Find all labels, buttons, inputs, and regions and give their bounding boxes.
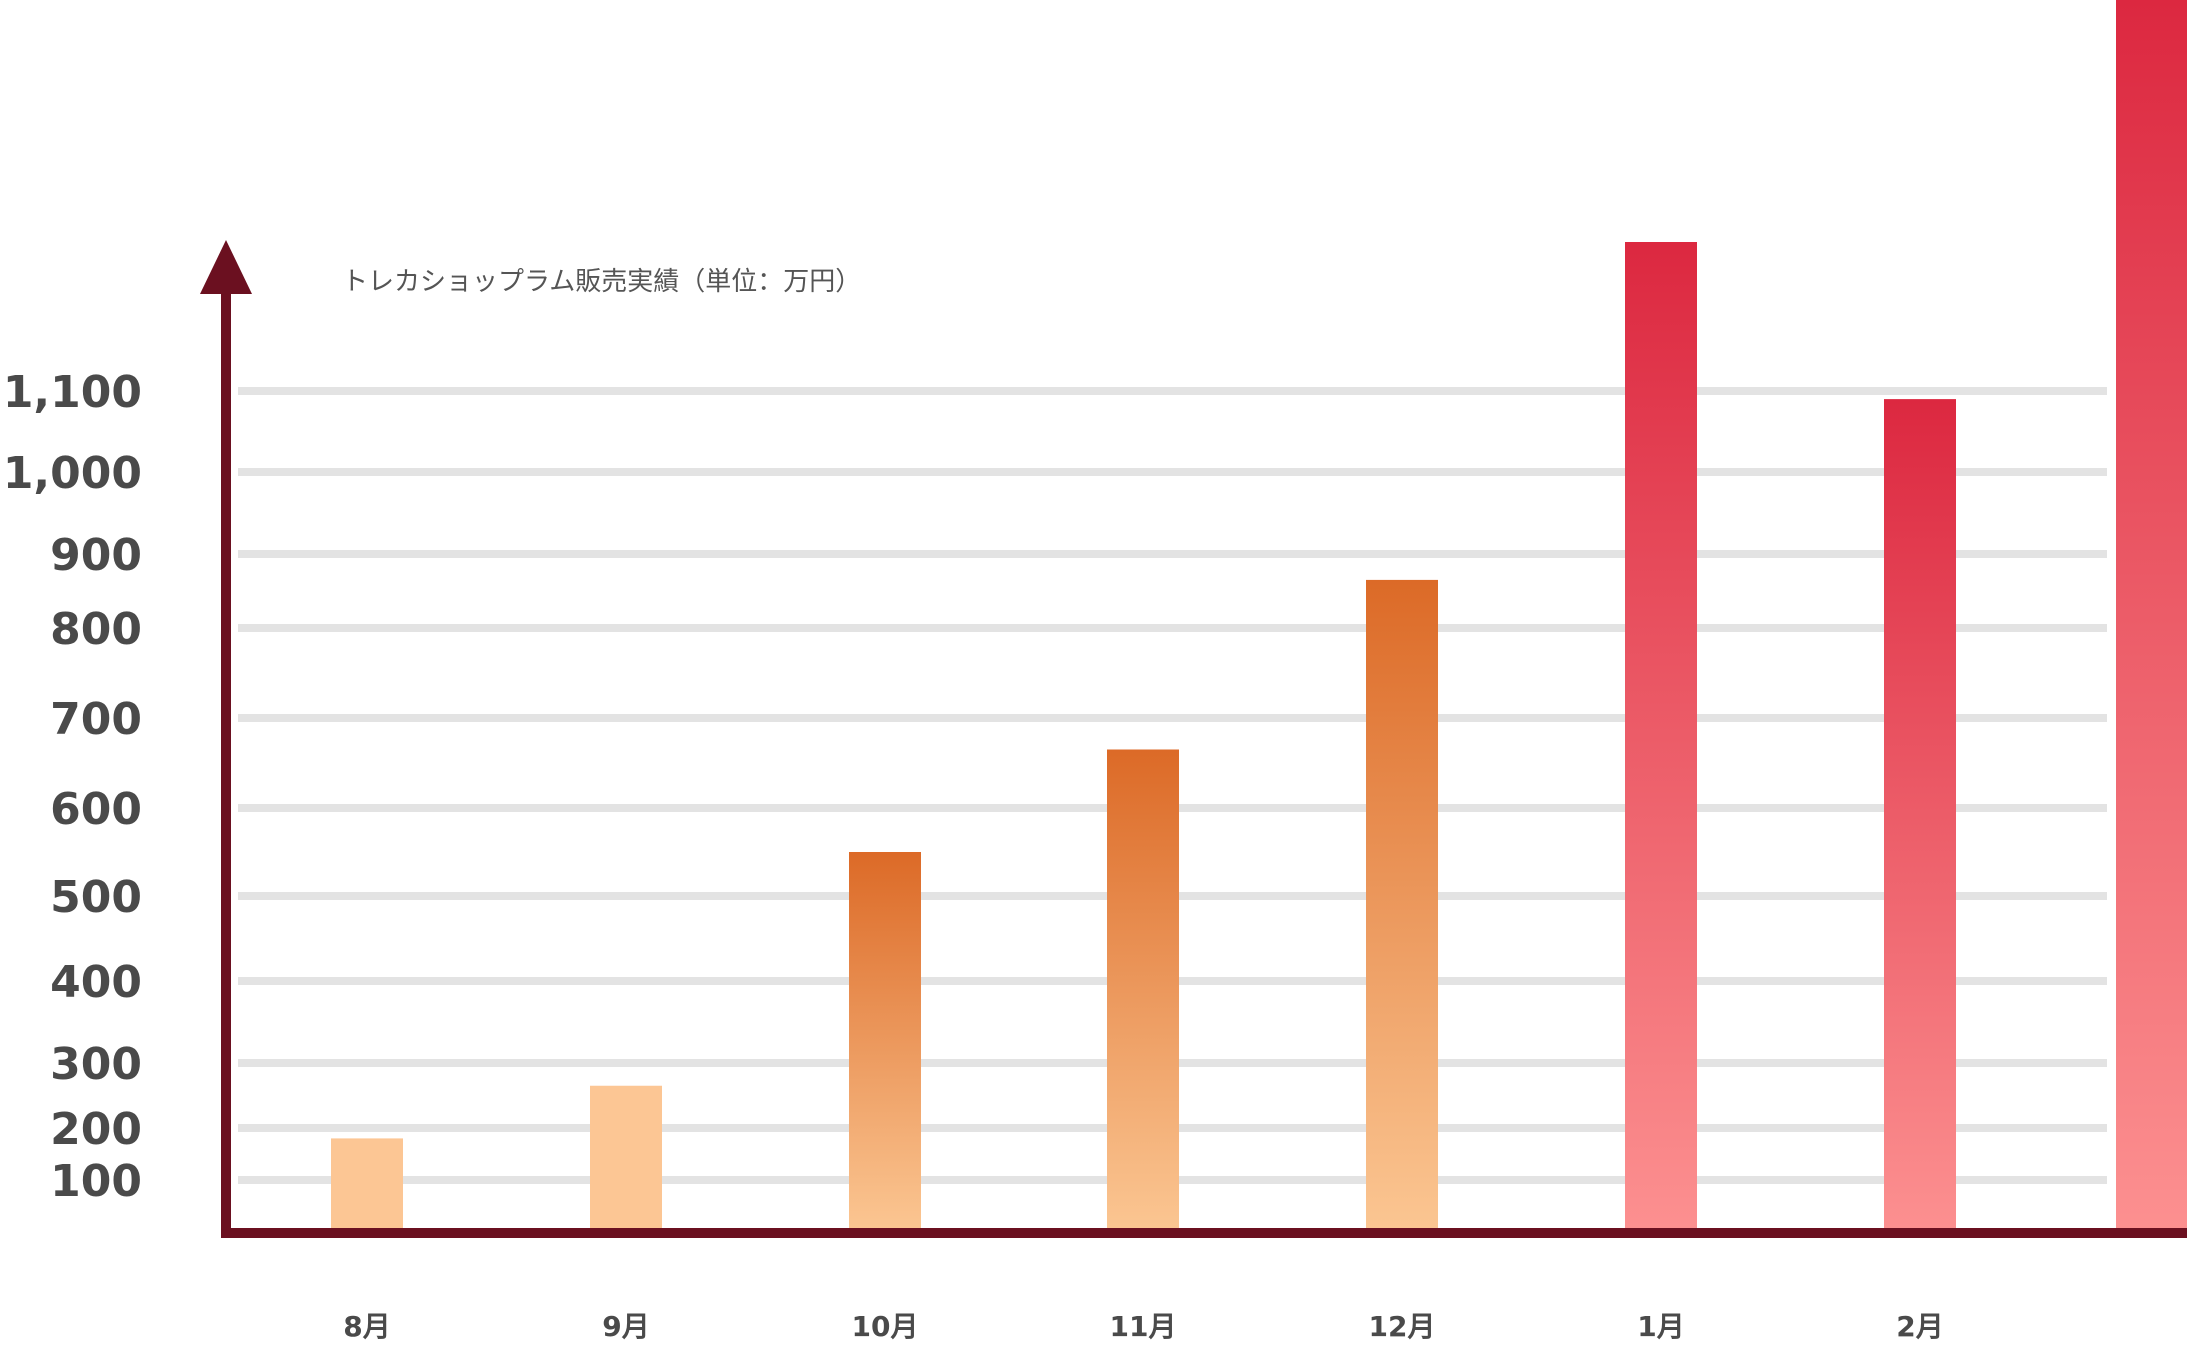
bar — [331, 1138, 403, 1230]
y-axis-arrow-icon — [200, 240, 252, 294]
y-tick-label: 200 — [50, 1104, 142, 1155]
chart-title: トレカショップラム販売実績（単位：万円） — [342, 267, 861, 297]
x-tick-label: 8月 — [343, 1310, 390, 1343]
bars — [331, 0, 2187, 1231]
bar — [1625, 242, 1697, 1230]
y-tick-label: 100 — [50, 1156, 142, 1207]
y-tick-label: 400 — [50, 957, 142, 1008]
axes — [200, 240, 2187, 1238]
x-tick-label: 1月 — [1637, 1310, 1684, 1343]
bar — [1366, 579, 1438, 1230]
bar — [590, 1085, 662, 1230]
x-tick-label: 12月 — [1369, 1310, 1436, 1343]
bar — [849, 852, 921, 1230]
x-tick-labels: 8月 9月 10月 11月 12月 1月 2月 — [343, 1310, 1943, 1343]
y-tick-label: 1,100 — [3, 367, 142, 418]
x-tick-label: 2月 — [1896, 1310, 1943, 1343]
y-tick-label: 600 — [50, 784, 142, 835]
y-tick-label: 800 — [50, 604, 142, 655]
y-tick-label: 700 — [50, 694, 142, 745]
y-tick-label: 1,000 — [3, 448, 142, 499]
bar — [1884, 399, 1956, 1231]
y-tick-label: 900 — [50, 530, 142, 581]
bar — [1107, 749, 1179, 1230]
bar — [2116, 0, 2187, 1230]
x-tick-label: 10月 — [852, 1310, 919, 1343]
y-tick-label: 500 — [50, 872, 142, 923]
y-tick-label: 300 — [50, 1039, 142, 1090]
x-tick-label: 9月 — [602, 1310, 649, 1343]
x-tick-label: 11月 — [1110, 1310, 1177, 1343]
